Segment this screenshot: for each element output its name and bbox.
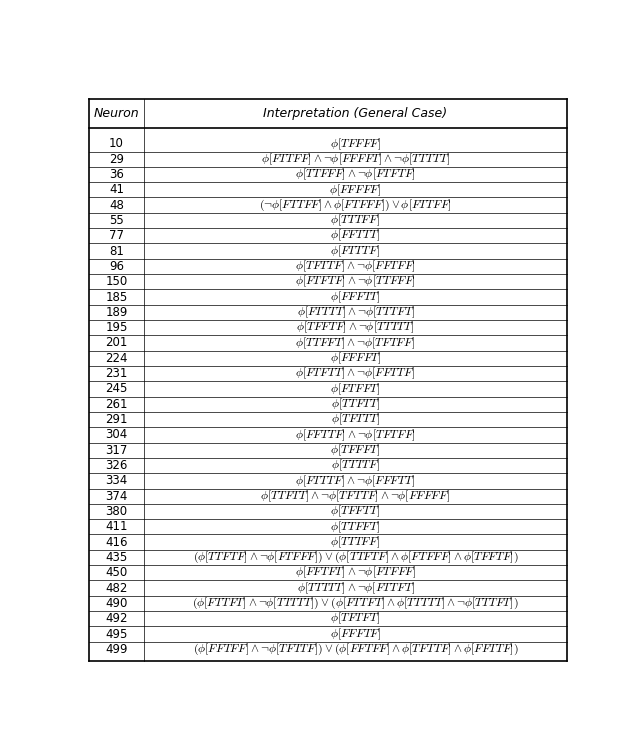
Text: $(\neg\phi[FTTFF] \wedge \phi[FTFFF]) \vee \phi[FTTFF]$: $(\neg\phi[FTTFF] \wedge \phi[FTFFF]) \v…	[259, 198, 452, 213]
Text: 317: 317	[105, 443, 127, 457]
Text: 499: 499	[105, 643, 127, 656]
Text: 189: 189	[105, 306, 127, 319]
Text: $\phi[TFTTT]$: $\phi[TFTTT]$	[331, 412, 380, 427]
Text: $\phi[FTTFF] \wedge \neg\phi[FFFFT] \wedge \neg\phi[TTTTT]$: $\phi[FTTFF] \wedge \neg\phi[FFFFT] \wed…	[261, 151, 450, 167]
Text: $\phi[TTFFT]$: $\phi[TTFFT]$	[330, 519, 381, 535]
Text: 81: 81	[109, 245, 124, 258]
Text: 10: 10	[109, 137, 124, 151]
Text: 36: 36	[109, 168, 124, 181]
Text: $\phi[FFTTF] \wedge \neg\phi[TFTFF]$: $\phi[FFTTF] \wedge \neg\phi[TFTFF]$	[295, 427, 416, 443]
Text: $\phi[TTTFF]$: $\phi[TTTFF]$	[330, 534, 381, 550]
Text: $\phi[FTFTT] \wedge \neg\phi[FFTTF]$: $\phi[FTFTT] \wedge \neg\phi[FFTTF]$	[296, 366, 415, 381]
Text: $\phi[FTFFT]$: $\phi[FTFFT]$	[330, 381, 381, 397]
Text: $\phi[FTTTF] \wedge \neg\phi[FFFTT]$: $\phi[FTTTF] \wedge \neg\phi[FFFTT]$	[296, 473, 415, 488]
Text: $\phi[FTTTT] \wedge \neg\phi[TTTFT]$: $\phi[FTTTT] \wedge \neg\phi[TTTFT]$	[296, 305, 415, 320]
Text: $\phi[FFTTT]$: $\phi[FFTTT]$	[330, 228, 381, 243]
Text: 96: 96	[109, 260, 124, 273]
Text: 326: 326	[105, 459, 127, 472]
Text: 48: 48	[109, 198, 124, 212]
Text: 411: 411	[105, 521, 127, 533]
Text: $\phi[TTFTT]$: $\phi[TTFTT]$	[331, 396, 380, 412]
Text: $\phi[TFFTT]$: $\phi[TFFTT]$	[330, 504, 381, 519]
Text: $\phi[TTFFT] \wedge \neg\phi[TFTFF]$: $\phi[TTFFT] \wedge \neg\phi[TFTFF]$	[296, 336, 415, 351]
Text: Interpretation (General Case): Interpretation (General Case)	[264, 106, 447, 120]
Text: 77: 77	[109, 229, 124, 242]
Text: 334: 334	[106, 474, 127, 488]
Text: $(\phi[TTFTF] \wedge \neg\phi[FTFFF]) \vee (\phi[TTFTF] \wedge \phi[FTFFF] \wedg: $(\phi[TTFTF] \wedge \neg\phi[FTFFF]) \v…	[193, 550, 518, 565]
Text: 450: 450	[106, 566, 127, 579]
Text: $\phi[FTFTF] \wedge \neg\phi[TTFFF]$: $\phi[FTFTF] \wedge \neg\phi[TTFFF]$	[295, 274, 416, 289]
Text: 374: 374	[105, 490, 127, 503]
Text: $\phi[FFTFT] \wedge \neg\phi[FTFFF]$: $\phi[FFTFT] \wedge \neg\phi[FTFFF]$	[295, 565, 416, 580]
Text: 224: 224	[105, 352, 127, 365]
Text: $\phi[TFFFF]$: $\phi[TFFFF]$	[330, 136, 381, 151]
Text: 495: 495	[105, 628, 127, 640]
Text: 55: 55	[109, 214, 124, 227]
Text: 185: 185	[106, 291, 127, 303]
Text: $\phi[FFFTF]$: $\phi[FFFTF]$	[330, 626, 381, 642]
Text: Neuron: Neuron	[93, 106, 140, 120]
Text: 291: 291	[105, 413, 127, 426]
Text: $\phi[TTFTT] \wedge \neg\phi[TFTTF] \wedge \neg\phi[FFFFF]$: $\phi[TTFTT] \wedge \neg\phi[TFTTF] \wed…	[260, 488, 451, 504]
Text: 482: 482	[105, 581, 127, 595]
Text: 29: 29	[109, 153, 124, 166]
Text: 245: 245	[105, 383, 127, 395]
Text: 304: 304	[106, 428, 127, 441]
Text: 41: 41	[109, 184, 124, 196]
Text: 150: 150	[106, 275, 127, 288]
Text: 492: 492	[105, 612, 127, 625]
Text: $\phi[TTTFF]$: $\phi[TTTFF]$	[330, 213, 381, 228]
Text: $\phi[TFFFT]$: $\phi[TFFFT]$	[330, 443, 381, 458]
Text: $(\phi[FTTFT] \wedge \neg\phi[TTTTT]) \vee (\phi[FTTFT] \wedge \phi[TTTTT] \wedg: $(\phi[FTTFT] \wedge \neg\phi[TTTTT]) \v…	[192, 595, 519, 611]
Text: $\phi[FFFTT]$: $\phi[FFFTT]$	[330, 289, 381, 305]
Text: 261: 261	[105, 398, 127, 410]
Text: $\phi[TFTFT]$: $\phi[TFTFT]$	[330, 611, 381, 626]
Text: $(\phi[FFTFF] \wedge \neg\phi[TFTTF]) \vee (\phi[FFTFF] \wedge \phi[TFTTF] \wedg: $(\phi[FFTFF] \wedge \neg\phi[TFTTF]) \v…	[193, 642, 518, 657]
Text: $\phi[TTFFF] \wedge \neg\phi[FTFTF]$: $\phi[TTFFF] \wedge \neg\phi[FTFTF]$	[295, 167, 416, 182]
Text: 231: 231	[105, 367, 127, 380]
Text: 435: 435	[106, 551, 127, 564]
Text: $\phi[TFTTF] \wedge \neg\phi[FFTFF]$: $\phi[TFTTF] \wedge \neg\phi[FFTFF]$	[295, 258, 416, 274]
Text: 195: 195	[105, 321, 127, 334]
Text: 416: 416	[105, 536, 127, 548]
Text: $\phi[FTTTF]$: $\phi[FTTTF]$	[330, 243, 381, 259]
Text: 201: 201	[105, 336, 127, 350]
Text: 490: 490	[105, 597, 127, 610]
Text: $\phi[FFFFF]$: $\phi[FFFFF]$	[330, 182, 381, 198]
Text: $\phi[FFFFT]$: $\phi[FFFFT]$	[330, 351, 381, 366]
Text: $\phi[TTTTT] \wedge \neg\phi[FTTFT]$: $\phi[TTTTT] \wedge \neg\phi[FTTFT]$	[296, 580, 415, 595]
Text: 380: 380	[106, 505, 127, 518]
Text: $\phi[TTTTF]$: $\phi[TTTTF]$	[331, 458, 380, 473]
Text: $\phi[TFFTF] \wedge \neg\phi[TTTTT]$: $\phi[TFFTF] \wedge \neg\phi[TTTTT]$	[296, 320, 415, 336]
